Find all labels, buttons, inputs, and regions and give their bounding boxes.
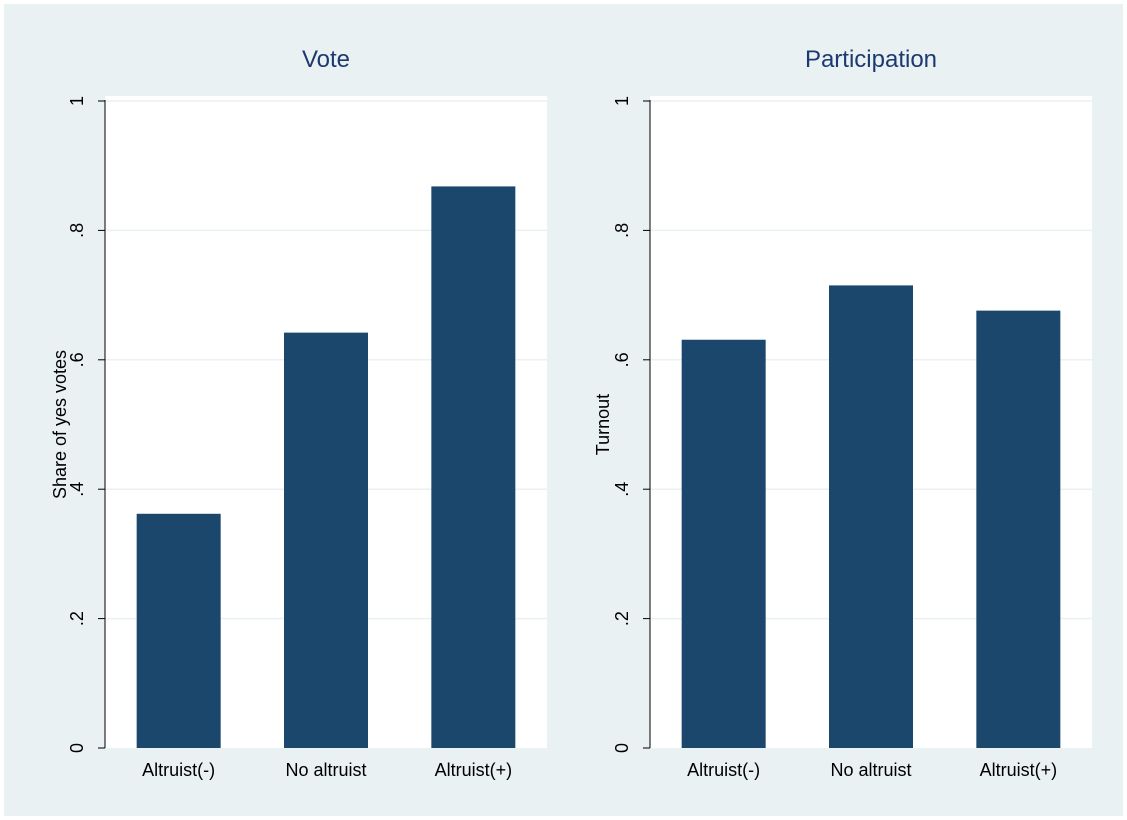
x-category-label: No altruist <box>285 760 366 780</box>
y-tick-label: .2 <box>612 611 632 626</box>
x-category-label: Altruist(+) <box>435 760 513 780</box>
chart-panel-1: 0 .2 .4 .6 .8 1 Altruist(-) No altruist Altruist… <box>50 46 547 780</box>
bar-2 <box>829 285 913 748</box>
y-tick-label: .6 <box>67 352 87 367</box>
bar-1 <box>681 339 766 748</box>
chart-panel-2: 0 .2 .4 .6 .8 1 Altruist(-) No altruist Altruist… <box>593 46 1092 780</box>
bar-3 <box>431 186 516 749</box>
x-category-label: Altruist(+) <box>980 760 1058 780</box>
y-axis-label: Share of yes votes <box>50 350 70 499</box>
bar-1 <box>136 513 221 748</box>
chart-canvas: 0 .2 .4 .6 .8 1 Altruist(-) No altruist Altruist… <box>50 46 1092 780</box>
y-tick-label: .8 <box>67 223 87 238</box>
y-tick-label: .4 <box>612 482 632 497</box>
y-axis-label: Turnout <box>593 394 613 455</box>
y-tick-label: 0 <box>67 743 87 753</box>
x-category-label: Altruist(-) <box>687 760 760 780</box>
y-tick-label: .6 <box>612 352 632 367</box>
y-tick-label: 1 <box>67 96 87 106</box>
x-category-label: No altruist <box>830 760 911 780</box>
y-tick-label: .4 <box>67 482 87 497</box>
y-tick-label: .8 <box>612 223 632 238</box>
figure: 0 .2 .4 .6 .8 1 Altruist(-) No altruist Altruist… <box>4 4 1123 816</box>
bar-2 <box>284 332 368 748</box>
y-tick-label: .2 <box>67 611 87 626</box>
y-tick-label: 1 <box>612 96 632 106</box>
bar-3 <box>976 310 1061 748</box>
chart-title: Vote <box>302 46 350 73</box>
chart-title: Participation <box>805 46 937 73</box>
y-tick-label: 0 <box>612 743 632 753</box>
x-category-label: Altruist(-) <box>142 760 215 780</box>
